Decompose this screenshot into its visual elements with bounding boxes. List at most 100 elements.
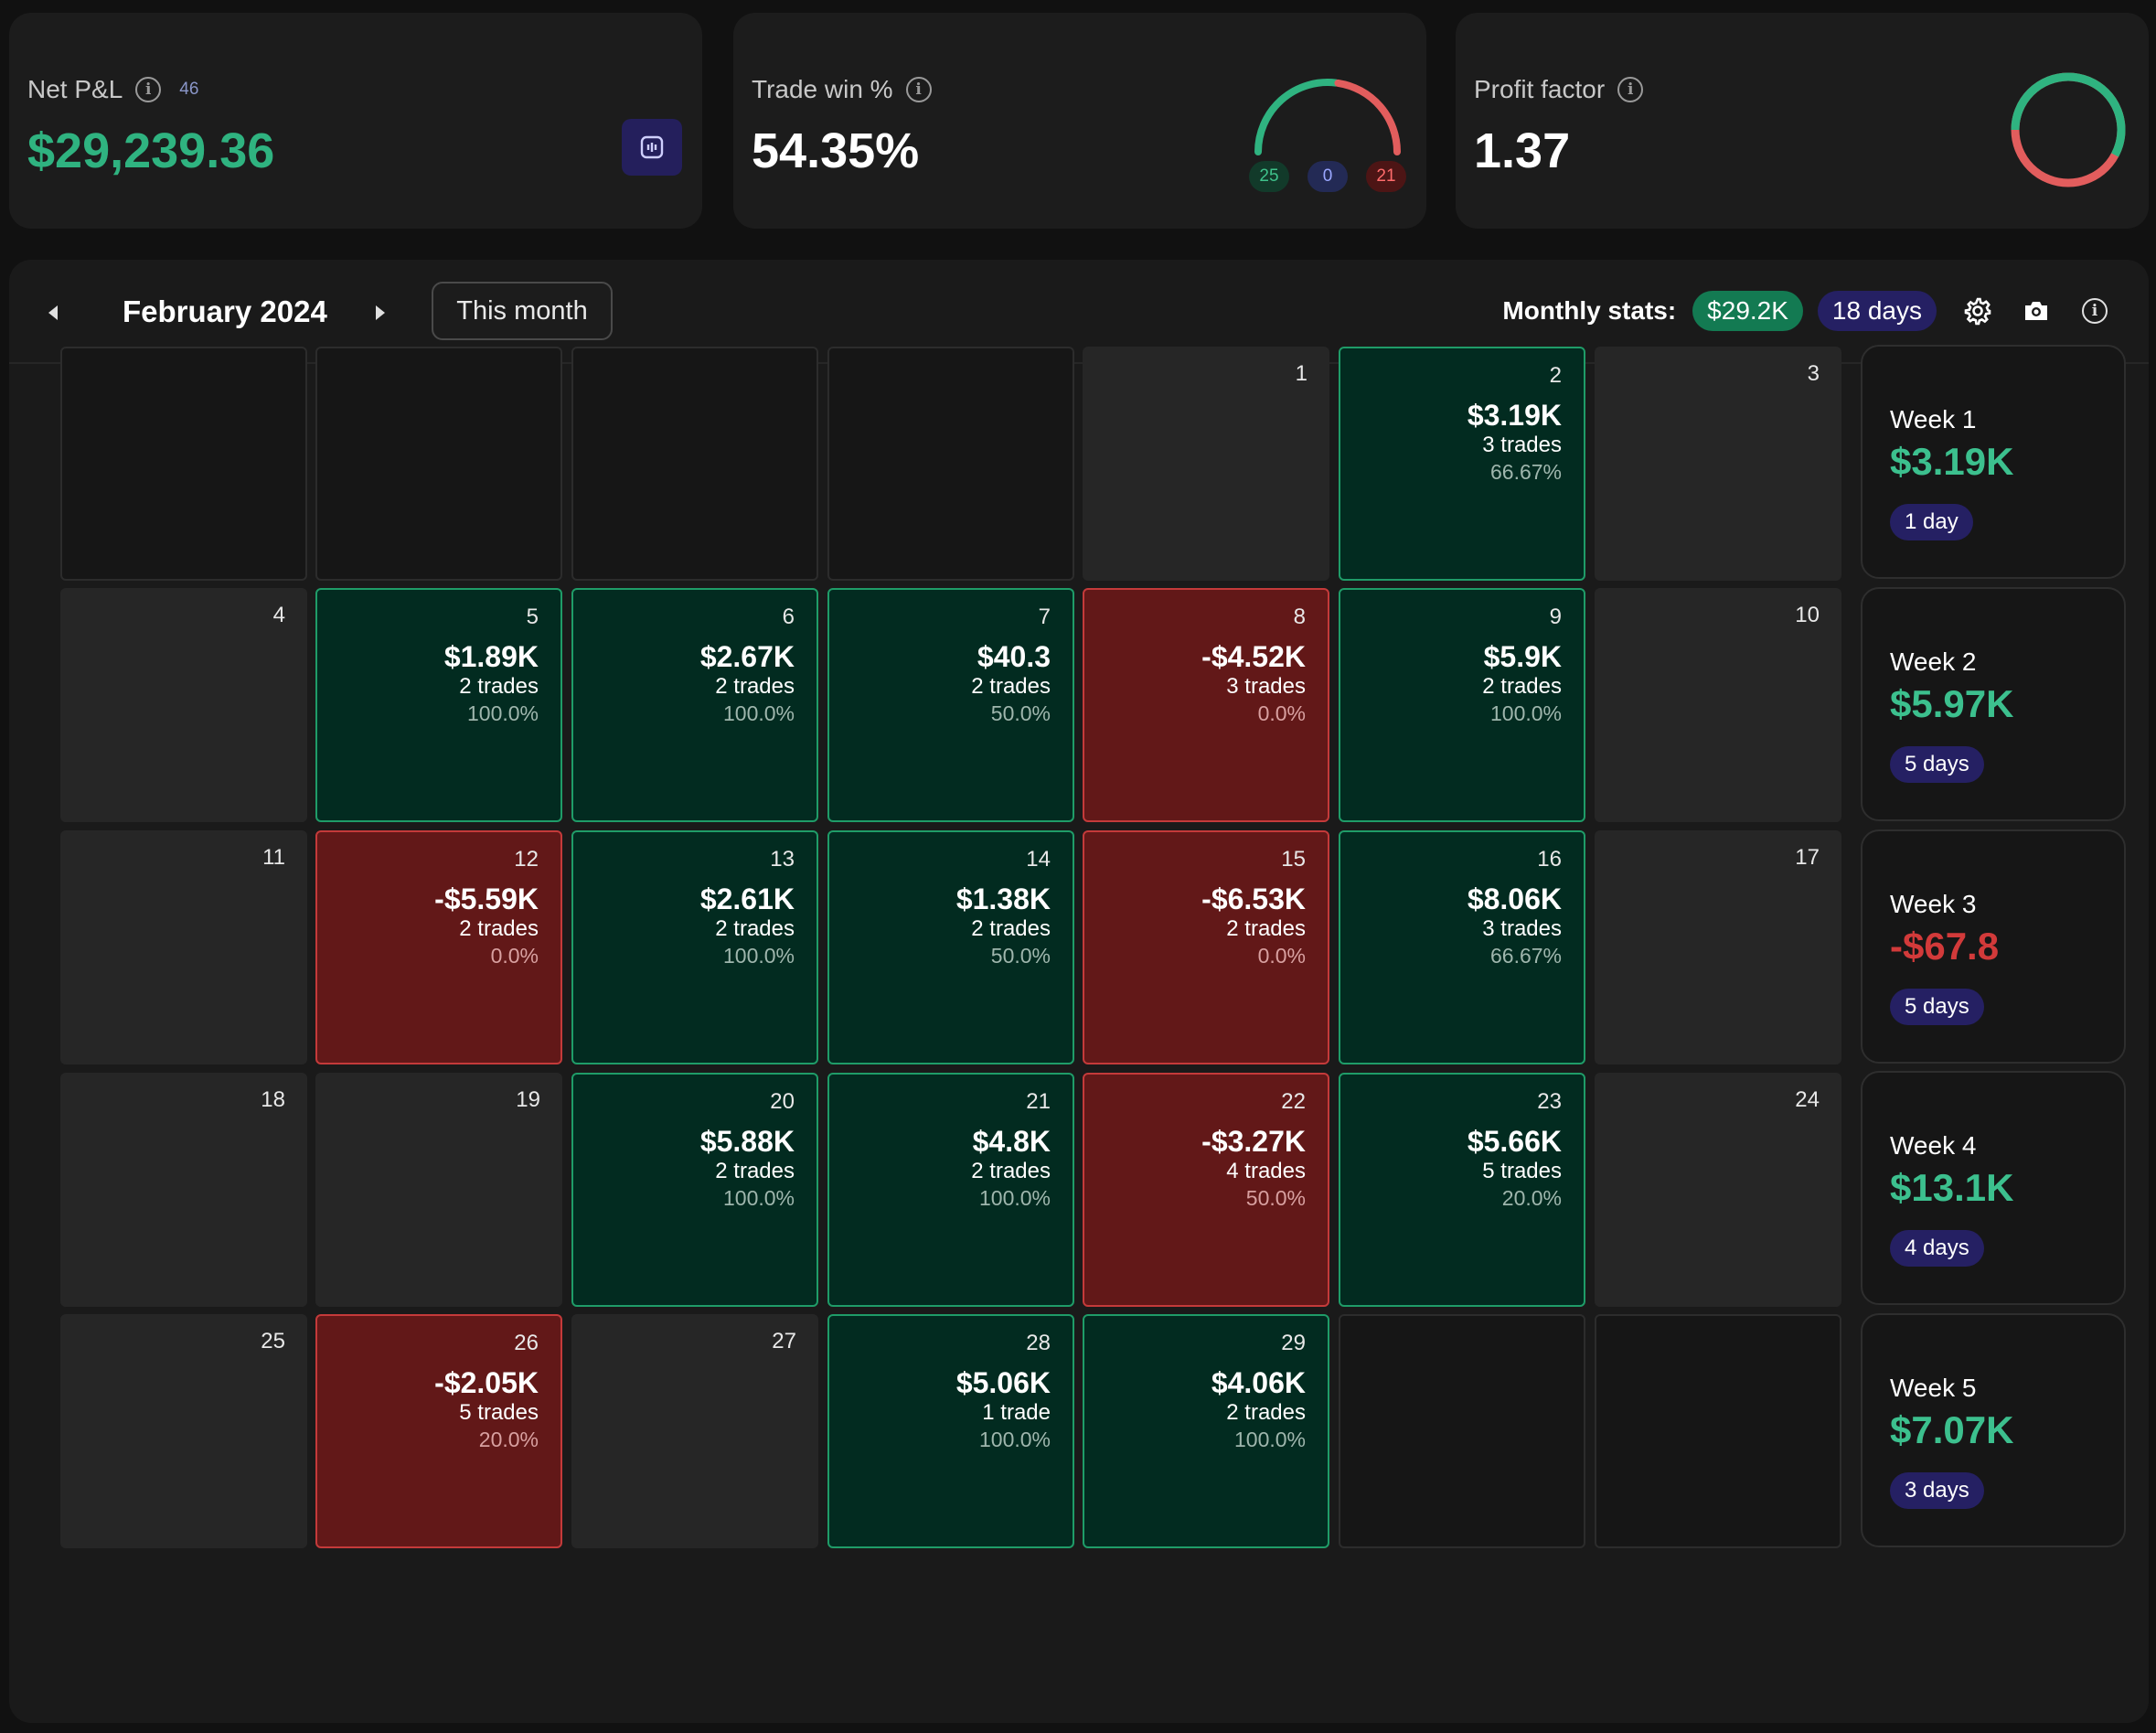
day-cell-13[interactable]: 13 $2.61K 2 trades 100.0%	[571, 830, 818, 1064]
week-pnl: $13.1K	[1890, 1166, 2014, 1209]
day-pnl: $2.67K	[699, 640, 795, 673]
week-summary-card: Week 2 $5.97K 5 days	[1861, 587, 2126, 821]
day-cell-28[interactable]: 28 $5.06K 1 trade 100.0%	[827, 1314, 1074, 1548]
day-number: 9	[1549, 604, 1562, 629]
profit-factor-donut-chart	[2011, 72, 2126, 187]
day-trade-count: 3 trades	[1226, 674, 1306, 699]
day-cell-5[interactable]: 5 $1.89K 2 trades 100.0%	[315, 588, 562, 822]
empty-day-cell	[827, 347, 1074, 581]
day-win-rate: 50.0%	[1245, 1186, 1306, 1210]
day-number: 12	[514, 847, 539, 872]
day-cell-24[interactable]: 24	[1595, 1073, 1841, 1307]
profit-factor-donut	[2004, 66, 2132, 194]
info-icon[interactable]: i	[135, 77, 162, 102]
day-cell-23[interactable]: 23 $5.66K 5 trades 20.0%	[1339, 1073, 1585, 1307]
day-cell-22[interactable]: 22 -$3.27K 4 trades 50.0%	[1083, 1073, 1329, 1307]
day-number: 15	[1281, 847, 1306, 872]
week-days-badge: 3 days	[1890, 1472, 1984, 1509]
day-number: 6	[782, 604, 795, 629]
day-trade-count: 3 trades	[1482, 916, 1562, 941]
day-cell-7[interactable]: 7 $40.3 2 trades 50.0%	[827, 588, 1074, 822]
day-cell-4[interactable]: 4	[60, 588, 307, 822]
this-month-button[interactable]: This month	[432, 282, 613, 340]
net-pnl-card: Net P&L i 46 $29,239.36	[9, 13, 702, 229]
day-pnl: $5.06K	[955, 1366, 1051, 1399]
day-win-rate: 100.0%	[722, 701, 795, 725]
day-win-rate: 66.67%	[1489, 944, 1562, 968]
info-icon[interactable]: i	[1617, 77, 1644, 102]
day-cell-10[interactable]: 10	[1595, 588, 1841, 822]
gear-icon	[1964, 297, 1991, 326]
day-cell-18[interactable]: 18	[60, 1073, 307, 1307]
next-month-button[interactable]	[364, 296, 397, 329]
day-cell-19[interactable]: 19	[315, 1073, 562, 1307]
day-summary: $3.19K 3 trades 66.67%	[1468, 398, 1562, 486]
day-cell-25[interactable]: 25	[60, 1314, 307, 1548]
day-summary: $5.9K 2 trades 100.0%	[1482, 639, 1562, 727]
day-cell-14[interactable]: 14 $1.38K 2 trades 50.0%	[827, 830, 1074, 1064]
week-summary-card: Week 4 $13.1K 4 days	[1861, 1071, 2126, 1305]
day-pnl: $8.06K	[1467, 883, 1562, 915]
day-cell-21[interactable]: 21 $4.8K 2 trades 100.0%	[827, 1073, 1074, 1307]
day-trade-count: 2 trades	[1226, 916, 1306, 941]
day-number: 4	[272, 603, 285, 627]
screenshot-button[interactable]	[2019, 294, 2054, 328]
day-trade-count: 5 trades	[459, 1400, 539, 1425]
day-cell-8[interactable]: 8 -$4.52K 3 trades 0.0%	[1083, 588, 1329, 822]
day-trade-count: 2 trades	[715, 916, 795, 941]
day-cell-9[interactable]: 9 $5.9K 2 trades 100.0%	[1339, 588, 1585, 822]
day-cell-6[interactable]: 6 $2.67K 2 trades 100.0%	[571, 588, 818, 822]
day-cell-15[interactable]: 15 -$6.53K 2 trades 0.0%	[1083, 830, 1329, 1064]
trade-win-label-row: Trade win % i	[752, 75, 932, 104]
week-label: Week 5	[1890, 1374, 1977, 1402]
monthly-stats: Monthly stats: $29.2K 18 days	[1502, 280, 2112, 342]
day-pnl: $40.3	[977, 640, 1051, 673]
day-cell-12[interactable]: 12 -$5.59K 2 trades 0.0%	[315, 830, 562, 1064]
day-number: 14	[1026, 847, 1051, 872]
calendar-panel: February 2024 This month Monthly stats: …	[9, 260, 2149, 1723]
settings-button[interactable]	[1960, 294, 1995, 328]
week-pnl: $7.07K	[1890, 1408, 2014, 1451]
day-number: 27	[772, 1329, 796, 1353]
day-pnl: -$6.53K	[1201, 883, 1306, 915]
breakeven-count-pill: 0	[1307, 161, 1348, 192]
day-summary: $8.06K 3 trades 66.67%	[1468, 882, 1562, 969]
day-number: 28	[1026, 1331, 1051, 1355]
day-cell-1[interactable]: 1	[1083, 347, 1329, 581]
day-cell-20[interactable]: 20 $5.88K 2 trades 100.0%	[571, 1073, 818, 1307]
day-win-rate: 50.0%	[990, 944, 1051, 968]
week-label: Week 1	[1890, 405, 1977, 433]
day-number: 22	[1281, 1089, 1306, 1114]
day-number: 17	[1795, 845, 1820, 870]
day-cell-17[interactable]: 17	[1595, 830, 1841, 1064]
day-summary: $5.06K 1 trade 100.0%	[956, 1365, 1051, 1453]
day-cell-2[interactable]: 2 $3.19K 3 trades 66.67%	[1339, 347, 1585, 581]
trade-count-badge: 46	[179, 80, 199, 99]
day-trade-count: 3 trades	[1482, 433, 1562, 457]
profit-factor-label-row: Profit factor i	[1474, 75, 1644, 104]
calendar-info-button[interactable]: i	[2077, 294, 2112, 328]
week-days-badge: 5 days	[1890, 746, 1984, 783]
day-cell-26[interactable]: 26 -$2.05K 5 trades 20.0%	[315, 1314, 562, 1548]
day-number: 29	[1281, 1331, 1306, 1355]
wins-count-pill: 25	[1249, 161, 1289, 192]
info-icon[interactable]: i	[905, 77, 932, 102]
net-pnl-chart-button[interactable]	[622, 119, 682, 176]
prev-month-button[interactable]	[37, 296, 69, 329]
day-trade-count: 2 trades	[459, 674, 539, 699]
day-win-rate: 100.0%	[722, 1186, 795, 1210]
day-cell-11[interactable]: 11	[60, 830, 307, 1064]
day-cell-29[interactable]: 29 $4.06K 2 trades 100.0%	[1083, 1314, 1329, 1548]
day-cell-27[interactable]: 27	[571, 1314, 818, 1548]
caret-left-icon	[48, 305, 58, 320]
day-number: 23	[1537, 1089, 1562, 1114]
trade-win-card: Trade win % i 54.35% 25 0 21	[733, 13, 1426, 229]
day-win-rate: 20.0%	[478, 1428, 539, 1451]
profit-factor-value: 1.37	[1474, 123, 1571, 178]
day-cell-3[interactable]: 3	[1595, 347, 1841, 581]
calendar-header: February 2024 This month Monthly stats: …	[9, 260, 2149, 364]
day-number: 13	[770, 847, 795, 872]
trade-win-value: 54.35%	[752, 123, 920, 178]
day-cell-16[interactable]: 16 $8.06K 3 trades 66.67%	[1339, 830, 1585, 1064]
day-number: 18	[261, 1087, 285, 1112]
